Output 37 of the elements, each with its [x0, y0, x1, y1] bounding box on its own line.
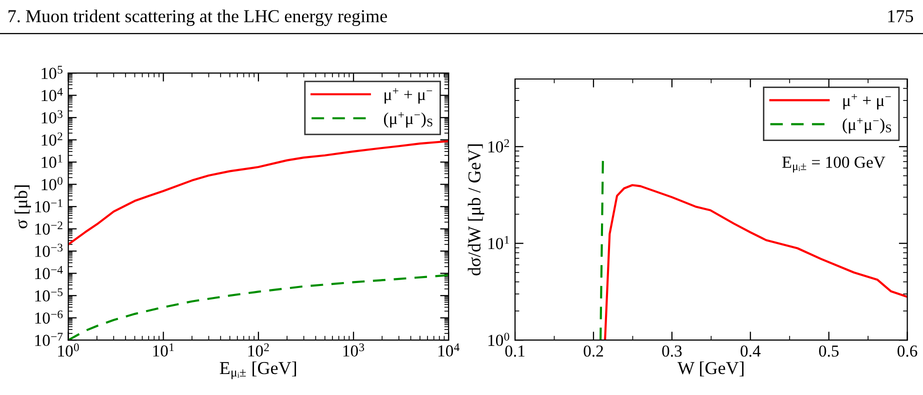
x-tick-label: 10$^{2}$ [248, 343, 269, 357]
legend-label: μ$^{+}$ + μ$^{−}$ [843, 94, 891, 110]
y-axis-title: dσ/dW [μb / GeV] [468, 144, 484, 276]
legend-label: (μ$^{+}$μ$^{−}$)$_{S}$ [384, 112, 432, 128]
x-tick-label: 10$^{4}$ [438, 343, 460, 357]
x-tick-label: 10$^{1}$ [153, 343, 174, 357]
x-tick-label: 0.2 [584, 345, 603, 357]
y-tick-label: 10$^{0}$ [488, 332, 510, 346]
text: 175 [888, 10, 914, 22]
y-tick-label: 10$^{−4}$ [35, 266, 63, 280]
x-tick-label: 0.3 [662, 345, 682, 357]
x-tick-label: 0.5 [819, 345, 839, 357]
text: 7. Muon trident scattering at the LHC energy regime [8, 10, 387, 26]
x-tick-label: 0.4 [740, 345, 761, 357]
y-tick-label: 10$^{−3}$ [35, 244, 63, 257]
y-tick-label: 10$^{5}$ [42, 66, 62, 80]
y-tick-label: 10$^{−1}$ [35, 199, 62, 212]
y-tick-label: 10$^{2}$ [42, 132, 62, 146]
y-tick-label: 10$^{0}$ [42, 176, 62, 190]
x-tick-label: 0.6 [898, 345, 918, 357]
y-tick-label: 10$^{4}$ [42, 88, 63, 102]
x-tick-label: 10$^{3}$ [343, 343, 364, 357]
line-series [604, 184, 908, 340]
x-axis-title: W [GeV] [678, 361, 744, 376]
y-tick-label: 10$^{−2}$ [35, 221, 62, 235]
x-tick-label: 0.1 [505, 345, 524, 357]
legend-label: μ$^{+}$ + μ$^{−}$ [384, 88, 432, 104]
y-tick-label: 10$^{−6}$ [35, 310, 63, 324]
annotation: E$_{μᵢ±}$ = 100 GeV [782, 156, 886, 172]
x-axis-title: E$_{μᵢ±}$ [GeV] [220, 361, 296, 380]
y-tick-label: 10$^{1}$ [488, 236, 509, 250]
y-tick-label: 10$^{3}$ [42, 110, 62, 124]
legend-label: (μ$^{+}$μ$^{−}$)$_{S}$ [842, 118, 892, 134]
y-tick-label: 10$^{1}$ [42, 154, 62, 168]
y-axis-title: σ [μb] [14, 185, 31, 228]
y-tick-label: 10$^{2}$ [488, 139, 509, 152]
y-tick-label: 10$^{−5}$ [35, 288, 63, 302]
